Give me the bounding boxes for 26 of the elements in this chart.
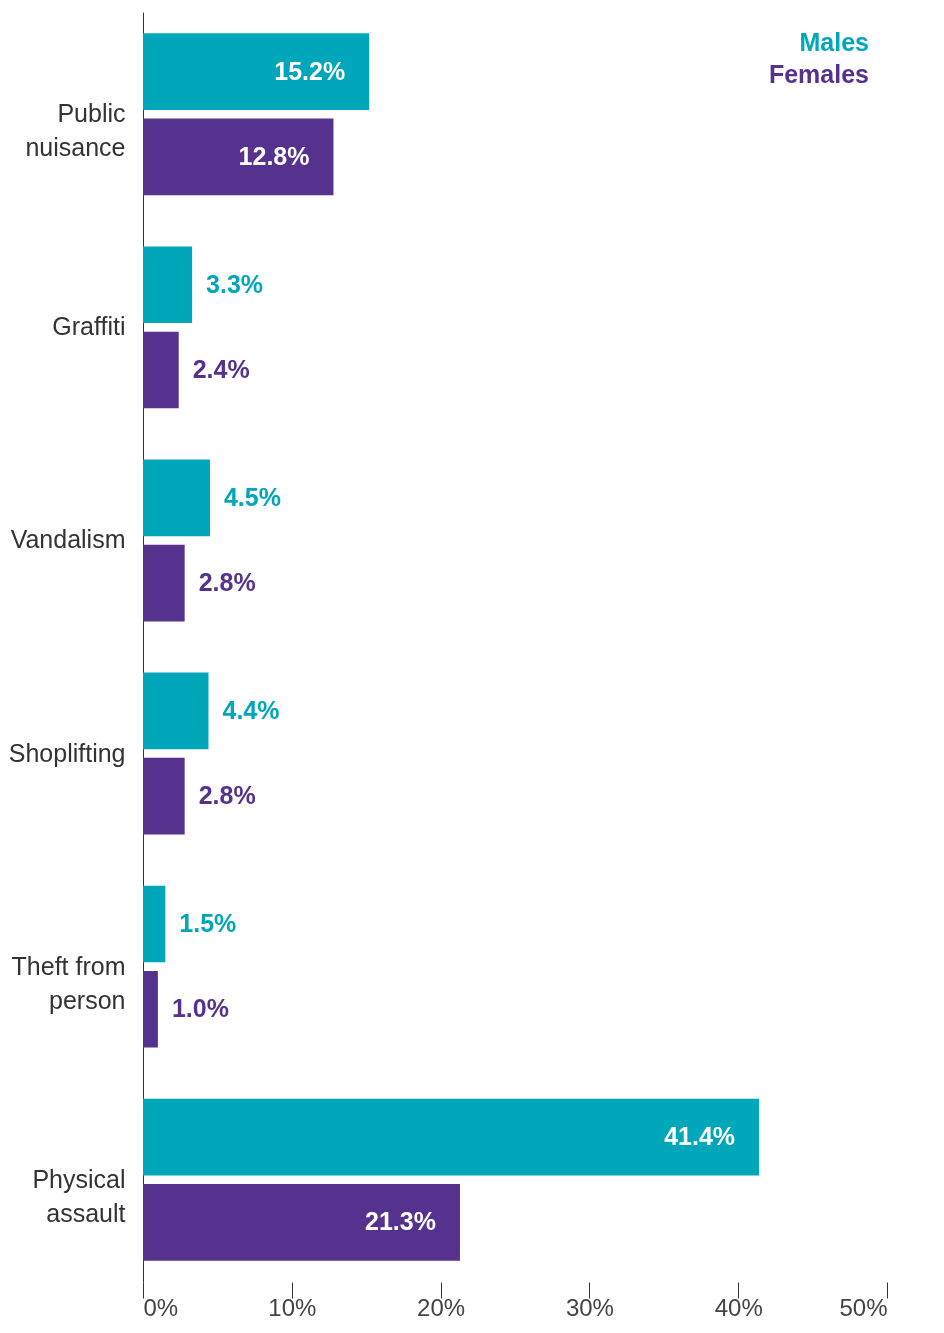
data-label: 12.8% [238, 141, 310, 170]
data-label: 2.4% [192, 354, 250, 383]
text: Females [768, 59, 869, 88]
data-label: 3.3% [206, 269, 264, 298]
data-label: 1.5% [179, 909, 237, 938]
data-label: 4.4% [222, 695, 280, 724]
data-label: 4.5% [223, 482, 281, 511]
y-tick-label: Physical assault [32, 1164, 126, 1227]
data-label: 2.8% [198, 568, 256, 597]
data-label: 15.2% [274, 56, 346, 85]
x-tick-label: 40% [714, 1293, 763, 1321]
text: Males [799, 27, 869, 56]
x-tick-label: 30% [565, 1293, 614, 1321]
data-label: 21.3% [365, 1207, 436, 1236]
y-tick-label: Shoplifting [8, 738, 126, 767]
x-tick-label: 50% [839, 1293, 888, 1321]
data-label: 1.0% [171, 994, 229, 1023]
x-tick-label: 10% [268, 1293, 317, 1321]
y-tick-label: Public nuisance [25, 99, 126, 162]
x-tick-label: 20% [417, 1293, 466, 1321]
data-label: 2.8% [198, 781, 256, 810]
data-label: 41.4% [664, 1122, 736, 1151]
y-tick-label: Vandalism [10, 525, 126, 554]
x-tick-label: 0% [143, 1293, 179, 1321]
y-tick-label: Theft from person [11, 951, 126, 1014]
y-tick-label: Graffiti [52, 312, 126, 341]
